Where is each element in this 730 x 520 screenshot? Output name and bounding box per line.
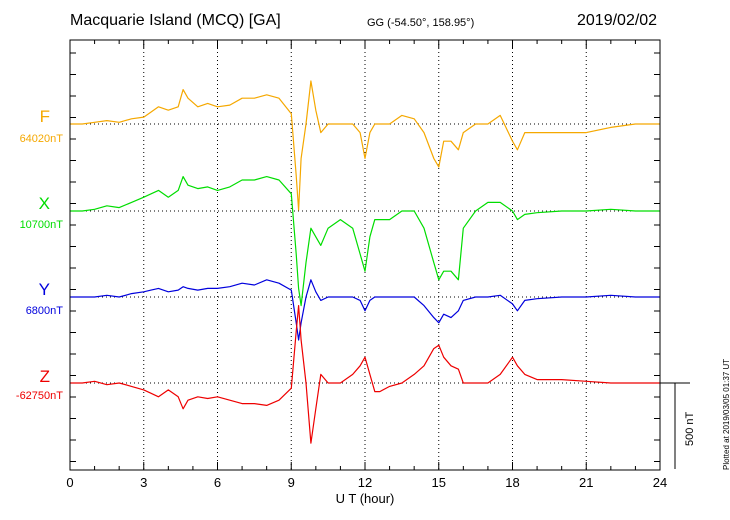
series-baseline-f: 64020nT xyxy=(19,133,63,145)
series-symbol-z: Z xyxy=(39,367,50,386)
series-line-y xyxy=(70,279,660,341)
axis-ticks xyxy=(69,40,661,470)
chart-date: 2019/02/02 xyxy=(577,12,658,29)
series-line-f xyxy=(70,80,660,211)
data-traces xyxy=(70,80,660,444)
scale-bar-label: 500 nT xyxy=(684,411,696,446)
x-tick-label: 0 xyxy=(66,475,73,490)
x-tick-label: 24 xyxy=(653,475,667,490)
series-symbol-y: Y xyxy=(38,280,50,299)
series-baseline-y: 6800nT xyxy=(25,305,63,317)
x-tick-label: 15 xyxy=(432,475,446,490)
x-tick-label: 6 xyxy=(214,475,221,490)
series-line-z xyxy=(70,305,660,444)
station-coordinates: GG (-54.50°, 158.95°) xyxy=(367,17,475,29)
scale-bar: 500 nT xyxy=(660,382,696,469)
plotted-timestamp: Plotted at 2019/03/05 01:37 UT xyxy=(722,358,730,470)
x-tick-label: 18 xyxy=(505,475,519,490)
series-baseline-x: 10700nT xyxy=(19,219,63,231)
x-tick-label: 9 xyxy=(288,475,295,490)
grid-lines xyxy=(70,40,660,470)
x-tick-label: 21 xyxy=(579,475,593,490)
x-axis-label: U T (hour) xyxy=(336,491,395,506)
series-symbol-x: X xyxy=(38,194,50,213)
x-tick-label: 12 xyxy=(358,475,372,490)
series-line-x xyxy=(70,176,660,307)
series-baseline-z: -62750nT xyxy=(15,390,63,402)
x-tick-labels: 0 3 6 9 12 15 18 21 24 xyxy=(66,475,667,490)
station-title: Macquarie Island (MCQ) [GA] xyxy=(70,12,281,29)
x-tick-label: 3 xyxy=(140,475,147,490)
series-symbol-f: F xyxy=(39,107,50,126)
